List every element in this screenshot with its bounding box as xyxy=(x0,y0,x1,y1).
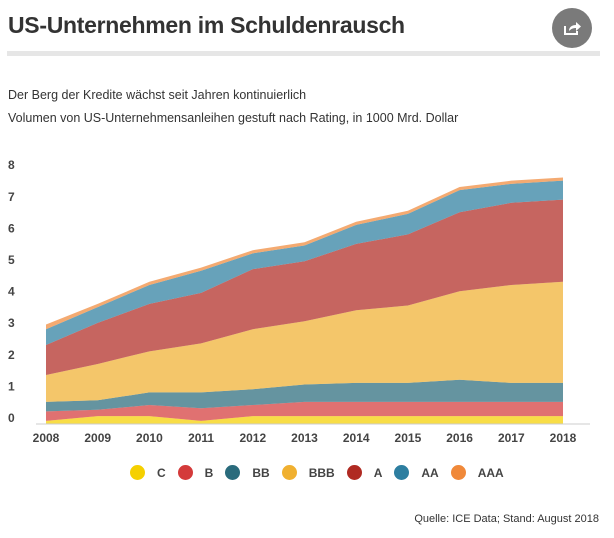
legend-item-aaa: AAA xyxy=(450,465,504,480)
x-tick-label: 2014 xyxy=(343,431,370,445)
x-tick-label: 2010 xyxy=(136,431,163,445)
area-c xyxy=(46,416,563,424)
x-tick-label: 2009 xyxy=(84,431,111,445)
share-button[interactable] xyxy=(552,8,592,48)
legend-swatch xyxy=(394,465,410,480)
y-tick-label: 2 xyxy=(8,348,15,362)
title-divider xyxy=(7,51,600,56)
legend-swatch xyxy=(130,465,145,480)
chart-description: Volumen von US-Unternehmensanleihen gest… xyxy=(8,111,459,125)
y-tick-label: 5 xyxy=(8,253,15,267)
x-tick-label: 2015 xyxy=(395,431,422,445)
y-tick-label: 6 xyxy=(8,221,15,235)
y-tick-label: 3 xyxy=(8,316,15,330)
area-b xyxy=(46,401,563,421)
legend-item-b: B xyxy=(177,465,214,480)
share-icon xyxy=(564,22,581,35)
chart-subtitle: Der Berg der Kredite wächst seit Jahren … xyxy=(8,88,307,102)
legend-item-aa: AA xyxy=(394,465,439,480)
legend-item-c: C xyxy=(130,465,166,480)
x-tick-label: 2012 xyxy=(239,431,266,445)
x-tick-label: 2008 xyxy=(33,431,60,445)
x-tick-label: 2011 xyxy=(188,431,214,445)
legend-label: AA xyxy=(421,465,439,480)
y-tick-label: 1 xyxy=(8,379,15,393)
area-bbb xyxy=(46,281,563,402)
legend: C B BB BBB A AA AAA xyxy=(130,465,516,480)
area-bb xyxy=(46,379,563,412)
legend-swatch xyxy=(177,465,193,480)
y-tick-label: 7 xyxy=(8,190,15,204)
page-title: US-Unternehmen im Schuldenrausch xyxy=(8,12,405,38)
legend-label: BBB xyxy=(308,465,335,480)
y-tick-label: 4 xyxy=(8,285,15,299)
y-tick-label: 0 xyxy=(8,411,15,425)
y-tick-label: 8 xyxy=(8,158,15,172)
legend-swatch xyxy=(281,465,297,480)
x-tick-label: 2018 xyxy=(550,431,577,445)
legend-label: BB xyxy=(252,465,270,480)
x-tick-label: 2013 xyxy=(291,431,318,445)
legend-item-a: A xyxy=(346,465,383,480)
x-tick-label: 2017 xyxy=(498,431,525,445)
legend-swatch xyxy=(346,465,362,480)
x-tick-label: 2016 xyxy=(446,431,473,445)
legend-label: A xyxy=(373,465,383,480)
source-note: Quelle: ICE Data; Stand: August 2018 xyxy=(414,513,599,525)
legend-label: AAA xyxy=(477,465,504,480)
legend-label: B xyxy=(204,465,214,480)
area-aa xyxy=(46,180,563,345)
legend-item-bb: BB xyxy=(225,465,270,480)
legend-label: C xyxy=(157,465,166,480)
area-a xyxy=(46,199,563,376)
legend-swatch xyxy=(225,465,241,480)
legend-swatch xyxy=(450,465,466,480)
legend-item-bbb: BBB xyxy=(281,465,335,480)
stacked-area-chart: 0 1 2 3 4 5 6 7 8 2008 2009 2010 2011 2012 2013 2014 201… xyxy=(8,158,590,445)
